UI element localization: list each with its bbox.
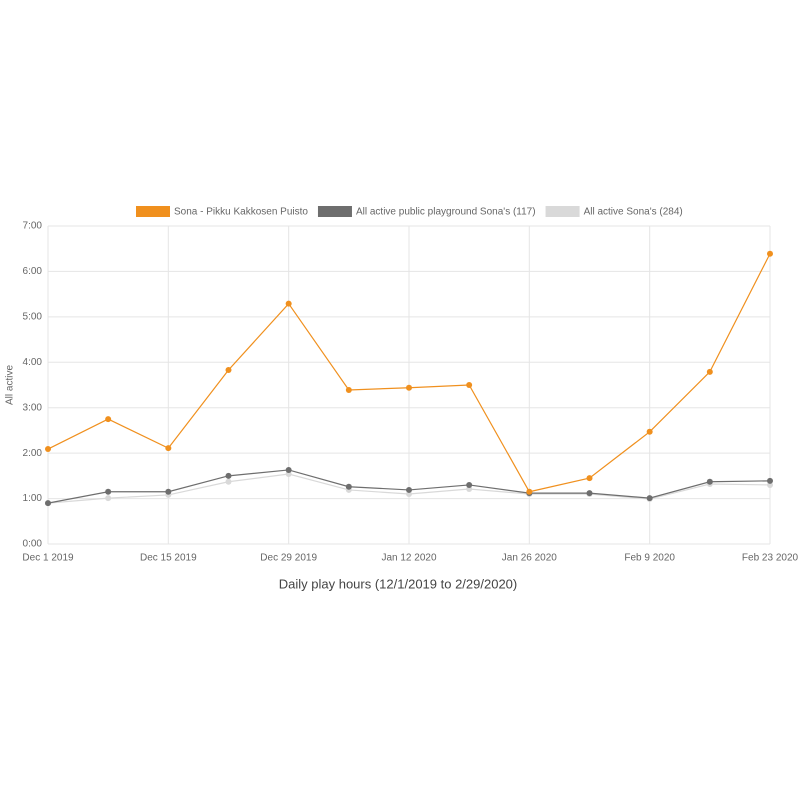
data-point	[646, 428, 653, 435]
data-point	[466, 382, 473, 388]
y-tick-label: 6:00	[23, 266, 43, 277]
data-point	[406, 384, 412, 391]
x-tick-label: Dec 15 2019	[140, 553, 197, 564]
y-tick-label: 3:00	[23, 402, 43, 413]
x-tick-label: Jan 12 2020	[381, 553, 436, 564]
legend-swatch	[317, 206, 352, 217]
x-tick-label: Feb 9 2020	[624, 553, 675, 564]
data-point	[767, 250, 773, 257]
legend-swatch	[545, 206, 580, 217]
data-point	[466, 481, 473, 488]
data-point	[45, 446, 51, 453]
y-tick-label: 0:00	[23, 539, 43, 550]
data-point	[526, 488, 533, 495]
data-point	[105, 495, 112, 502]
data-point	[105, 416, 112, 423]
data-point	[646, 495, 653, 502]
data-point	[767, 477, 773, 484]
legend-label: Sona - Pikku Kakkosen Puisto	[174, 207, 308, 218]
data-point	[586, 490, 593, 497]
x-tick-label: Feb 23 2020	[742, 553, 799, 564]
x-tick-label: Jan 26 2020	[502, 553, 557, 564]
data-point	[165, 488, 172, 495]
data-point	[706, 368, 713, 375]
data-point	[345, 483, 352, 490]
x-tick-label: Dec 1 2019	[22, 553, 74, 564]
y-tick-label: 4:00	[23, 357, 43, 368]
x-axis-title: Daily play hours (12/1/2019 to 2/29/2020…	[279, 576, 518, 591]
y-tick-label: 5:00	[23, 311, 43, 322]
y-tick-label: 1:00	[23, 493, 43, 504]
data-point	[706, 478, 713, 485]
legend-label: All active Sona's (284)	[584, 207, 683, 218]
y-axis-title: All active	[5, 365, 16, 405]
data-point	[406, 486, 412, 493]
data-point	[586, 475, 593, 482]
legend-label: All active public playground Sona's (117…	[356, 207, 536, 218]
data-point	[105, 488, 112, 495]
data-point	[285, 300, 292, 307]
data-point	[225, 367, 232, 374]
data-point	[225, 478, 232, 485]
data-point	[285, 466, 292, 473]
legend-swatch	[136, 206, 170, 217]
data-point	[345, 386, 352, 393]
x-tick-label: Dec 29 2019	[260, 553, 317, 564]
y-tick-label: 7:00	[23, 221, 43, 232]
data-point	[45, 500, 51, 507]
y-tick-label: 2:00	[23, 448, 43, 459]
data-point	[165, 445, 172, 452]
data-point	[225, 472, 232, 479]
